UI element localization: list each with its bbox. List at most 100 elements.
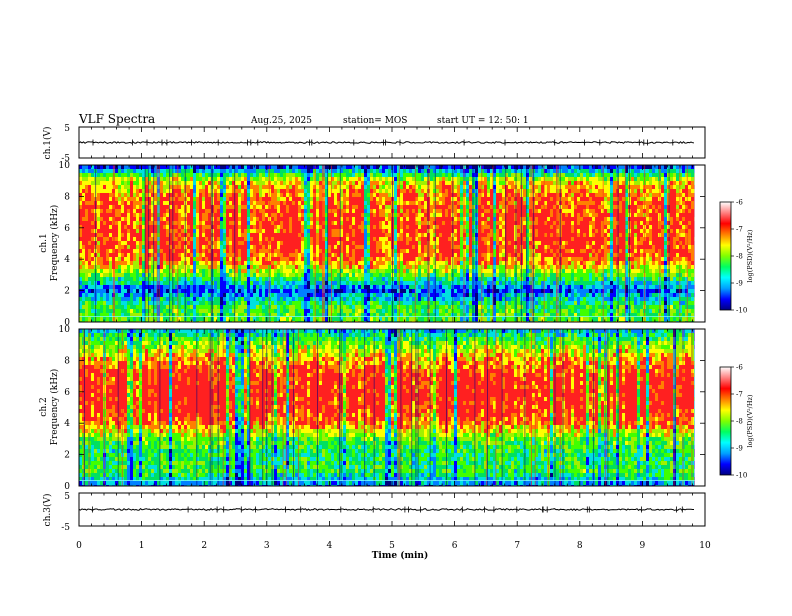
ch1-spectrogram-cell bbox=[214, 265, 217, 269]
ch1-spectrogram-cell bbox=[124, 169, 127, 173]
ch1-spectrogram-cell bbox=[253, 173, 256, 177]
ch1-spectrogram-cell bbox=[250, 237, 253, 241]
ch1-spectrogram-cell bbox=[274, 221, 277, 225]
ch1-spectrogram-cell bbox=[250, 209, 253, 213]
ch1-spectrogram-cell bbox=[241, 273, 244, 277]
ch1-spectrogram-cell bbox=[82, 197, 85, 201]
ch1-spectrogram-cell bbox=[160, 229, 163, 233]
ch1-spectrogram-cell bbox=[214, 197, 217, 201]
ch1-spectrogram-cell bbox=[166, 201, 169, 205]
ch1-spectrogram-cell bbox=[241, 249, 244, 253]
ch1-spectrogram-cell bbox=[91, 229, 94, 233]
ch1-spectrogram-cell bbox=[160, 201, 163, 205]
ch1-spectrogram-cell bbox=[136, 309, 139, 313]
ch1-spectrogram-cell bbox=[223, 201, 226, 205]
ch1-spectrogram-cell bbox=[130, 181, 133, 185]
ch1-spectrogram-cell bbox=[205, 281, 208, 285]
ch1-spectrogram-cell bbox=[202, 277, 205, 281]
ch1-spectrogram-cell bbox=[220, 229, 223, 233]
ch1-spectrogram-cell bbox=[208, 317, 211, 321]
ch1-spectrogram-cell bbox=[280, 317, 283, 321]
ch1-spectrogram-cell bbox=[226, 269, 229, 273]
ch1-spectrogram-cell bbox=[238, 241, 241, 245]
ch1-spectrogram-cell bbox=[115, 273, 118, 277]
ch1-spectrogram-cell bbox=[187, 281, 190, 285]
ch1-spectrogram-cell bbox=[139, 277, 142, 281]
ch1-spectrogram-cell bbox=[118, 217, 121, 221]
ch1-spectrogram-cell bbox=[277, 289, 280, 293]
ch1-spectrogram-cell bbox=[259, 217, 262, 221]
ch1-spectrogram-cell bbox=[121, 205, 124, 209]
ch1-spectrogram-cell bbox=[88, 205, 91, 209]
ch1-spectrogram-cell bbox=[208, 213, 211, 217]
ch1-spectrogram-cell bbox=[166, 177, 169, 181]
ch1-spectrogram-cell bbox=[265, 193, 268, 197]
ch1-spectrogram-cell bbox=[250, 301, 253, 305]
ch1-spectrogram-cell bbox=[106, 225, 109, 229]
ch1-spectrogram-cell bbox=[103, 233, 106, 237]
ch1-spectrogram-cell bbox=[139, 185, 142, 189]
ch1-spectrogram-cell bbox=[283, 189, 286, 193]
ch1-spectrogram-cell bbox=[271, 289, 274, 293]
ch1-spectrogram-cell bbox=[91, 185, 94, 189]
ch1-spectrogram-cell bbox=[163, 269, 166, 273]
ch1-spectrogram-cell bbox=[226, 213, 229, 217]
ch1-spectrogram-cell bbox=[283, 165, 286, 169]
ch1-spectrogram-cell bbox=[121, 193, 124, 197]
ch1-spectrogram-cell bbox=[181, 249, 184, 253]
ch1-spectrogram-cell bbox=[256, 173, 259, 177]
ch1-spectrogram-cell bbox=[229, 269, 232, 273]
ch1-spectrogram-cell bbox=[187, 309, 190, 313]
ch1-spectrogram-cell bbox=[88, 197, 91, 201]
ch1-spectrogram-cell bbox=[244, 301, 247, 305]
ch1-spectrogram-cell bbox=[118, 165, 121, 169]
ch1-spectrogram-cell bbox=[121, 201, 124, 205]
ch1-spectrogram-cell bbox=[160, 269, 163, 273]
ch1-spectrogram-cell bbox=[199, 233, 202, 237]
ch1-spectrogram-cell bbox=[139, 221, 142, 225]
ch1-spectrogram-cell bbox=[226, 249, 229, 253]
ch1-spectrogram-cell bbox=[196, 181, 199, 185]
ch1-spectrogram-cell bbox=[118, 181, 121, 185]
ch1-spectrogram-cell bbox=[118, 277, 121, 281]
ch1-spectrogram-cell bbox=[193, 193, 196, 197]
ch1-spectrogram-cell bbox=[142, 309, 145, 313]
ch1-spectrogram-cell bbox=[259, 297, 262, 301]
ch1-spectrogram-cell bbox=[190, 221, 193, 225]
ch1-spectrogram-cell bbox=[286, 245, 289, 249]
ch1-spectrogram-cell bbox=[283, 289, 286, 293]
ch1-spectrogram-cell bbox=[271, 173, 274, 177]
ch1-spectrogram-cell bbox=[124, 261, 127, 265]
ch1-spectrogram-cell bbox=[118, 205, 121, 209]
ch1-spectrogram-cell bbox=[250, 177, 253, 181]
ch1-spectrogram-cell bbox=[262, 317, 265, 321]
ch1-spectrogram-cell bbox=[208, 241, 211, 245]
ch1-spectrogram-cell bbox=[178, 185, 181, 189]
ch1-spectrogram-cell bbox=[196, 241, 199, 245]
ch1-spectrogram-cell bbox=[271, 205, 274, 209]
ch1-spectrogram-cell bbox=[253, 177, 256, 181]
ch1-spectrogram-cell bbox=[253, 265, 256, 269]
ch1-spectrogram-cell bbox=[244, 217, 247, 221]
ch1-spectrogram-cell bbox=[100, 197, 103, 201]
ch1-spectrogram-cell bbox=[163, 249, 166, 253]
ch1-spectrogram-cell bbox=[190, 193, 193, 197]
ch1-spectrogram-cell bbox=[187, 173, 190, 177]
ch1-spectrogram-cell bbox=[88, 193, 91, 197]
ch1-spectrogram-cell bbox=[100, 305, 103, 309]
ch1-spectrogram-cell bbox=[127, 213, 130, 217]
ch1-spectrogram-cell bbox=[163, 297, 166, 301]
ch1-spectrogram-cell bbox=[190, 301, 193, 305]
ch1-spectrogram-cell bbox=[214, 225, 217, 229]
ch1-spectrogram-cell bbox=[163, 237, 166, 241]
ch1-spectrogram-cell bbox=[115, 209, 118, 213]
ch1-spectrogram-cell bbox=[160, 305, 163, 309]
ch1-spectrogram-cell bbox=[256, 309, 259, 313]
ch1-spectrogram-cell bbox=[286, 197, 289, 201]
ch1-spectrogram-cell bbox=[118, 225, 121, 229]
ch1-spectrogram-cell bbox=[109, 185, 112, 189]
ch1-spectrogram-cell bbox=[244, 273, 247, 277]
ch1-spectrogram-cell bbox=[253, 285, 256, 289]
ch1-spectrogram-cell bbox=[82, 301, 85, 305]
ch1-spectrogram-cell bbox=[247, 289, 250, 293]
